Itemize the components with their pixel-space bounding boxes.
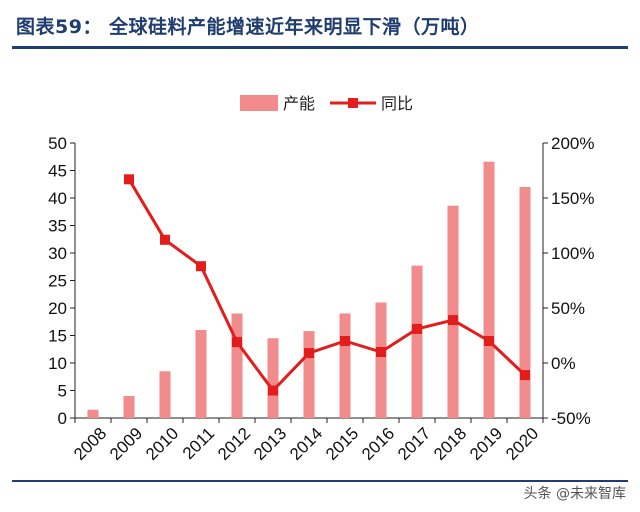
line-marker [376, 347, 386, 357]
bar [375, 302, 387, 418]
line-marker [520, 370, 530, 381]
bar [483, 161, 495, 418]
bar [123, 396, 135, 418]
x-tick-label: 2015 [322, 424, 362, 464]
legend-swatch-marker [348, 98, 358, 108]
line-marker [484, 336, 494, 346]
chart-title: 图表59： 全球硅料产能增速近年来明显下滑（万吨） [16, 16, 480, 38]
header-divider [12, 46, 628, 49]
legend: 产能 同比 [240, 94, 413, 113]
left-tick-label: 40 [48, 189, 67, 208]
legend-label-line: 同比 [381, 94, 413, 113]
x-tick-label: 2017 [394, 424, 434, 464]
bars [87, 161, 531, 418]
right-tick-label: 0% [551, 354, 576, 373]
right-tick-label: 50% [551, 299, 585, 318]
line-marker [232, 337, 242, 348]
left-tick-label: 10 [48, 354, 67, 373]
bar [519, 187, 531, 418]
right-tick-label: 200% [551, 134, 594, 153]
x-tick-label: 2019 [466, 424, 506, 464]
bar [411, 265, 423, 418]
legend-label-bar: 产能 [283, 94, 315, 113]
x-tick-label: 2018 [430, 424, 470, 464]
line-marker [124, 174, 134, 185]
x-tick-label: 2020 [502, 424, 542, 464]
left-tick-label: 0 [58, 409, 67, 428]
bar [303, 331, 315, 418]
legend-swatch-bar [240, 95, 278, 111]
x-tick-label: 2013 [250, 424, 290, 464]
line-marker [196, 261, 206, 272]
left-tick-label: 5 [58, 382, 67, 401]
x-tick-label: 2012 [214, 424, 254, 464]
line-series [124, 174, 530, 396]
bar [339, 313, 351, 418]
left-tick-label: 15 [48, 327, 67, 346]
x-tick-label: 2008 [70, 424, 110, 464]
left-tick-label: 50 [48, 134, 67, 153]
x-tick-label: 2014 [286, 424, 326, 464]
line-marker [448, 315, 458, 326]
x-tick-label: 2011 [179, 424, 218, 463]
left-tick-label: 20 [48, 299, 67, 318]
line-marker [268, 385, 278, 396]
bar [87, 409, 99, 418]
line-marker [340, 336, 350, 346]
line-marker [160, 234, 170, 245]
x-tick-label: 2009 [106, 424, 146, 464]
right-tick-label: -50% [551, 409, 591, 428]
bar [231, 313, 243, 418]
left-tick-label: 35 [48, 217, 67, 236]
header: 图表59： 全球硅料产能增速近年来明显下滑（万吨） [0, 0, 640, 50]
left-tick-label: 25 [48, 272, 67, 291]
bar [195, 330, 207, 418]
line-marker [304, 348, 314, 359]
footer-divider [12, 480, 628, 482]
watermark: 头条 @未来智库 [523, 486, 626, 502]
bar [267, 338, 279, 418]
bar [159, 371, 171, 418]
x-tick-label: 2010 [142, 424, 182, 464]
bar [447, 205, 459, 418]
right-tick-label: 150% [551, 189, 594, 208]
line-marker [412, 323, 422, 334]
left-tick-label: 45 [48, 162, 67, 181]
line-path [127, 178, 527, 392]
x-tick-label: 2016 [358, 424, 398, 464]
right-tick-label: 100% [551, 244, 594, 263]
left-tick-label: 30 [48, 244, 67, 263]
